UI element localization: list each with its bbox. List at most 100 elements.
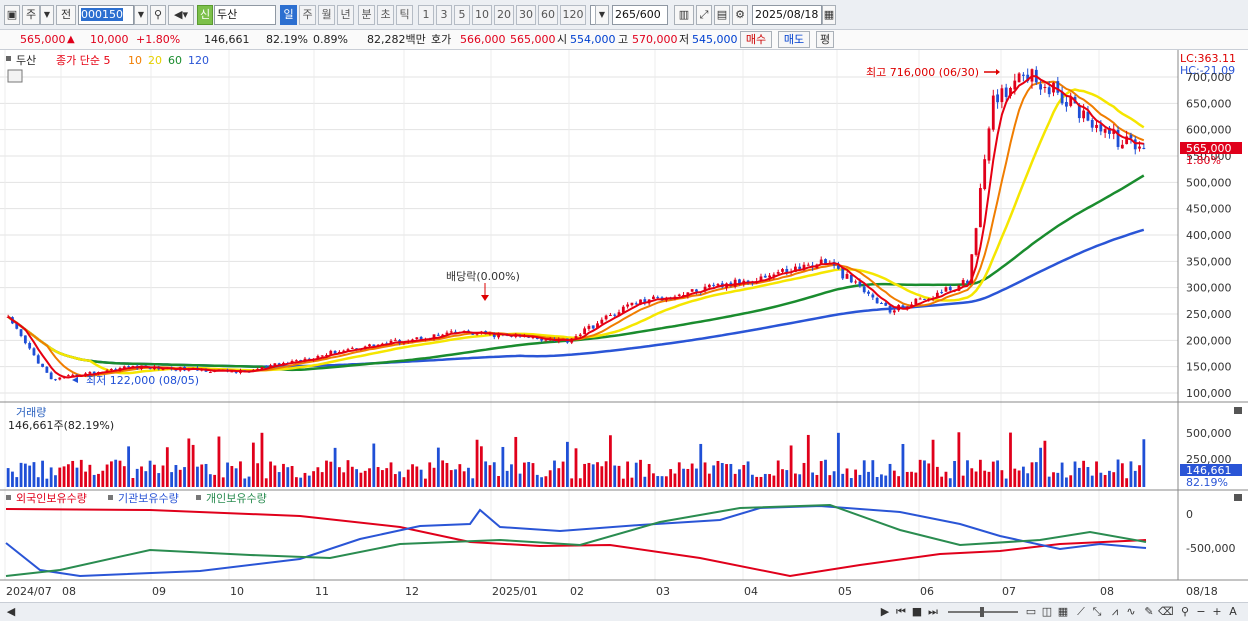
eraser-icon[interactable]: ⌫ (1158, 605, 1174, 618)
window-menu-icon[interactable]: ▣ (4, 5, 20, 25)
volume-bar (587, 462, 591, 487)
calendar-icon[interactable]: ▦ (822, 5, 836, 25)
forward-icon[interactable]: ⏭ (928, 605, 938, 618)
search-icon[interactable]: ⚲ (150, 5, 166, 25)
volume-bar (217, 436, 221, 487)
volume-bar (776, 460, 780, 487)
draw-tool-icon[interactable]: ⤢ (696, 5, 712, 25)
chart-area[interactable]: 두산 종가 단순 5 10 20 60 120 LC:363.11 HC:-21… (0, 50, 1248, 602)
interval-1[interactable]: 1 (418, 5, 434, 25)
candle-body (1017, 73, 1021, 83)
legend-ma120: 120 (188, 54, 209, 67)
buy-button[interactable]: 매수 (740, 31, 772, 48)
prev-button[interactable]: 전 (56, 5, 76, 25)
code-input[interactable]: 000150 (78, 5, 134, 25)
legend-stock: 두산 (16, 54, 36, 67)
interval-dropdown-icon[interactable]: ▼ (595, 5, 609, 25)
speaker-icon[interactable]: ◀▾ (168, 5, 194, 25)
period-tick[interactable]: 틱 (396, 5, 413, 25)
period-year[interactable]: 년 (337, 5, 354, 25)
trend-tool-icon[interactable]: ⤡ (1092, 605, 1102, 618)
date-input[interactable]: 2025/08/18 (752, 5, 822, 25)
volume-bar (845, 468, 849, 487)
count-field[interactable]: 265/600 (612, 5, 668, 25)
stock-chart[interactable]: 두산 종가 단순 5 10 20 60 120 LC:363.11 HC:-21… (0, 50, 1248, 602)
scroll-left-icon[interactable]: ◀ (6, 605, 16, 618)
volume-bar (131, 478, 135, 487)
volume-bar (19, 462, 23, 487)
volume-bar (277, 472, 281, 487)
period-minute[interactable]: 분 (358, 5, 375, 25)
zoom-in-icon[interactable]: + (1212, 605, 1222, 618)
mode-dropdown-icon[interactable]: ▼ (40, 5, 54, 25)
interval-30[interactable]: 30 (516, 5, 536, 25)
candle-body (630, 302, 634, 306)
candle-body (772, 274, 776, 277)
eval-button[interactable]: 평 (816, 31, 834, 48)
candle-body (785, 269, 789, 274)
candle-body (793, 266, 797, 272)
interval-20-label: 20 (497, 8, 511, 21)
table-toggle-icon[interactable] (7, 69, 23, 83)
volume-bar (208, 474, 212, 487)
interval-10[interactable]: 10 (472, 5, 492, 25)
font-size-icon[interactable]: A (1229, 605, 1237, 618)
candle-body (587, 325, 591, 329)
zoom-slider-handle[interactable] (980, 607, 984, 617)
volume-bar (854, 469, 858, 487)
interval-120[interactable]: 120 (560, 5, 586, 25)
zoom-icon[interactable]: ⚲ (1180, 605, 1190, 618)
mode-select[interactable]: 주 (22, 5, 40, 25)
candle-body (910, 304, 913, 307)
scroll-right-icon[interactable]: ▶ (880, 605, 890, 618)
split-icon[interactable]: ◫ (1041, 605, 1053, 618)
panel-icon[interactable]: ▭ (1025, 605, 1037, 618)
volume-bar (733, 473, 737, 487)
period-week[interactable]: 주 (299, 5, 316, 25)
holding-line (5, 503, 1147, 577)
scroll-bar[interactable]: ◀ ▶ ⏮ ■ ⏭ ▭ ◫ ▦ ⟋ ⤡ ⩘ ∿ ✎ ⌫ ⚲ − + A (0, 602, 1248, 621)
period-second[interactable]: 초 (377, 5, 394, 25)
volume-bar (157, 473, 161, 487)
volume-close-icon[interactable] (1234, 407, 1242, 414)
stop-icon[interactable]: ■ (911, 605, 923, 618)
period-month[interactable]: 월 (318, 5, 335, 25)
zoom-out-icon[interactable]: − (1196, 605, 1206, 618)
candle-body (269, 365, 272, 367)
volume-axis-250k: 250,000 (1186, 453, 1232, 466)
wave-tool-icon[interactable]: ∿ (1126, 605, 1136, 618)
interval-5[interactable]: 5 (454, 5, 470, 25)
volume-bar (1060, 462, 1064, 487)
interval-20[interactable]: 20 (494, 5, 514, 25)
stock-name-field[interactable]: 두산 (214, 5, 276, 25)
paint-tool-icon[interactable]: ✎ (1144, 605, 1154, 618)
rewind-icon[interactable]: ⏮ (896, 605, 906, 618)
volume-bar (1116, 459, 1120, 487)
high-arrowhead-icon (996, 69, 1000, 75)
save-icon[interactable]: ▤ (714, 5, 730, 25)
candle-body (781, 269, 784, 272)
volume-bar (144, 471, 148, 487)
volume-bar (978, 459, 982, 487)
candle-body (1021, 74, 1025, 76)
volume-bar (79, 459, 83, 487)
period-day[interactable]: 일 (280, 5, 297, 25)
chart-settings-icon[interactable]: ▥ (674, 5, 694, 25)
code-dropdown-icon[interactable]: ▼ (134, 5, 148, 25)
volume-bar (729, 463, 733, 487)
line-tool-icon[interactable]: ⟋ (1077, 605, 1085, 618)
gear-icon[interactable]: ⚙ (732, 5, 748, 25)
legend-ma60: 60 (168, 54, 182, 67)
candle-body (600, 319, 604, 324)
sell-button[interactable]: 매도 (778, 31, 810, 48)
interval-60[interactable]: 60 (538, 5, 558, 25)
volume-bar (329, 461, 333, 487)
date-axis-label: 05 (838, 585, 852, 598)
volume-bar (738, 469, 741, 487)
volume-bar (1069, 475, 1073, 487)
candle-body (613, 314, 617, 316)
fib-tool-icon[interactable]: ⩘ (1111, 605, 1119, 618)
holding-close-icon[interactable] (1234, 494, 1242, 501)
layout-icon[interactable]: ▦ (1057, 605, 1069, 618)
interval-3[interactable]: 3 (436, 5, 452, 25)
